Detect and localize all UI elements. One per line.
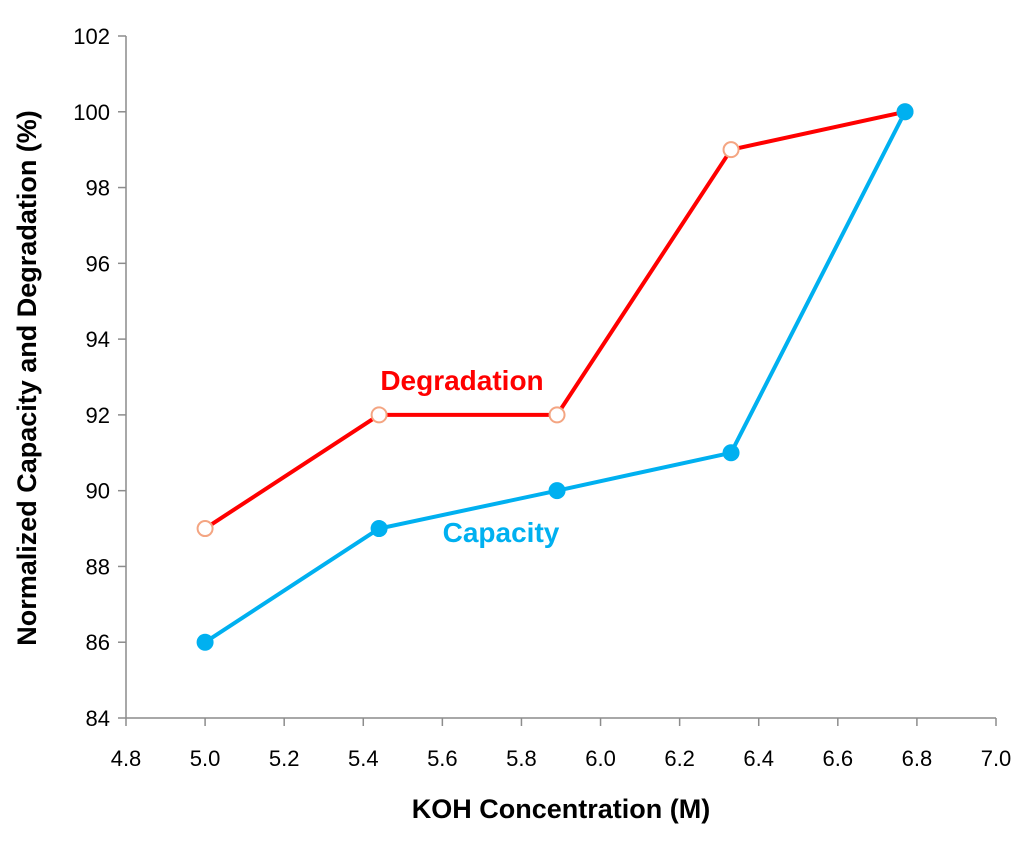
- x-tick-label: 6.0: [585, 746, 616, 771]
- axes: [125, 36, 996, 719]
- y-tick-label: 102: [73, 24, 110, 49]
- x-tick-label: 7.0: [981, 746, 1012, 771]
- x-axis-ticks: 4.8 5.0 5.2 5.4 5.6 5.8 6.0 6.2 6.4 6.6 6.8 7.0: [111, 718, 1012, 771]
- degradation-point: [722, 141, 740, 159]
- series-points: [196, 103, 914, 651]
- capacity-point: [722, 444, 740, 462]
- x-tick-label: 4.8: [111, 746, 142, 771]
- x-tick-label: 5.0: [190, 746, 221, 771]
- capacity-series-label: Capacity: [443, 517, 560, 548]
- capacity-point: [896, 103, 914, 121]
- y-tick-label: 100: [73, 100, 110, 125]
- x-axis-title: KOH Concentration (M): [412, 794, 710, 824]
- capacity-point: [196, 633, 214, 651]
- y-tick-label: 86: [86, 630, 110, 655]
- y-tick-label: 90: [86, 479, 110, 504]
- x-tick-label: 5.4: [348, 746, 379, 771]
- y-tick-label: 84: [86, 706, 110, 731]
- capacity-point: [370, 520, 388, 538]
- y-tick-label: 92: [86, 403, 110, 428]
- capacity-point: [548, 482, 566, 500]
- x-tick-label: 5.6: [427, 746, 458, 771]
- y-tick-label: 94: [86, 327, 110, 352]
- y-tick-label: 96: [86, 251, 110, 276]
- x-tick-label: 6.2: [664, 746, 695, 771]
- degradation-point: [196, 520, 214, 538]
- degradation-point: [370, 406, 388, 424]
- y-tick-label: 88: [86, 554, 110, 579]
- degradation-series-label: Degradation: [380, 365, 543, 396]
- x-tick-label: 5.8: [506, 746, 537, 771]
- y-axis-title: Normalized Capacity and Degradation (%): [12, 110, 42, 646]
- x-tick-label: 6.4: [743, 746, 774, 771]
- x-tick-label: 6.8: [902, 746, 933, 771]
- x-tick-label: 5.2: [269, 746, 300, 771]
- degradation-point: [548, 406, 566, 424]
- y-axis-ticks: 84 86 88 90 92 94 96 98 100 102: [73, 24, 126, 731]
- x-tick-label: 6.6: [823, 746, 854, 771]
- y-tick-label: 98: [86, 176, 110, 201]
